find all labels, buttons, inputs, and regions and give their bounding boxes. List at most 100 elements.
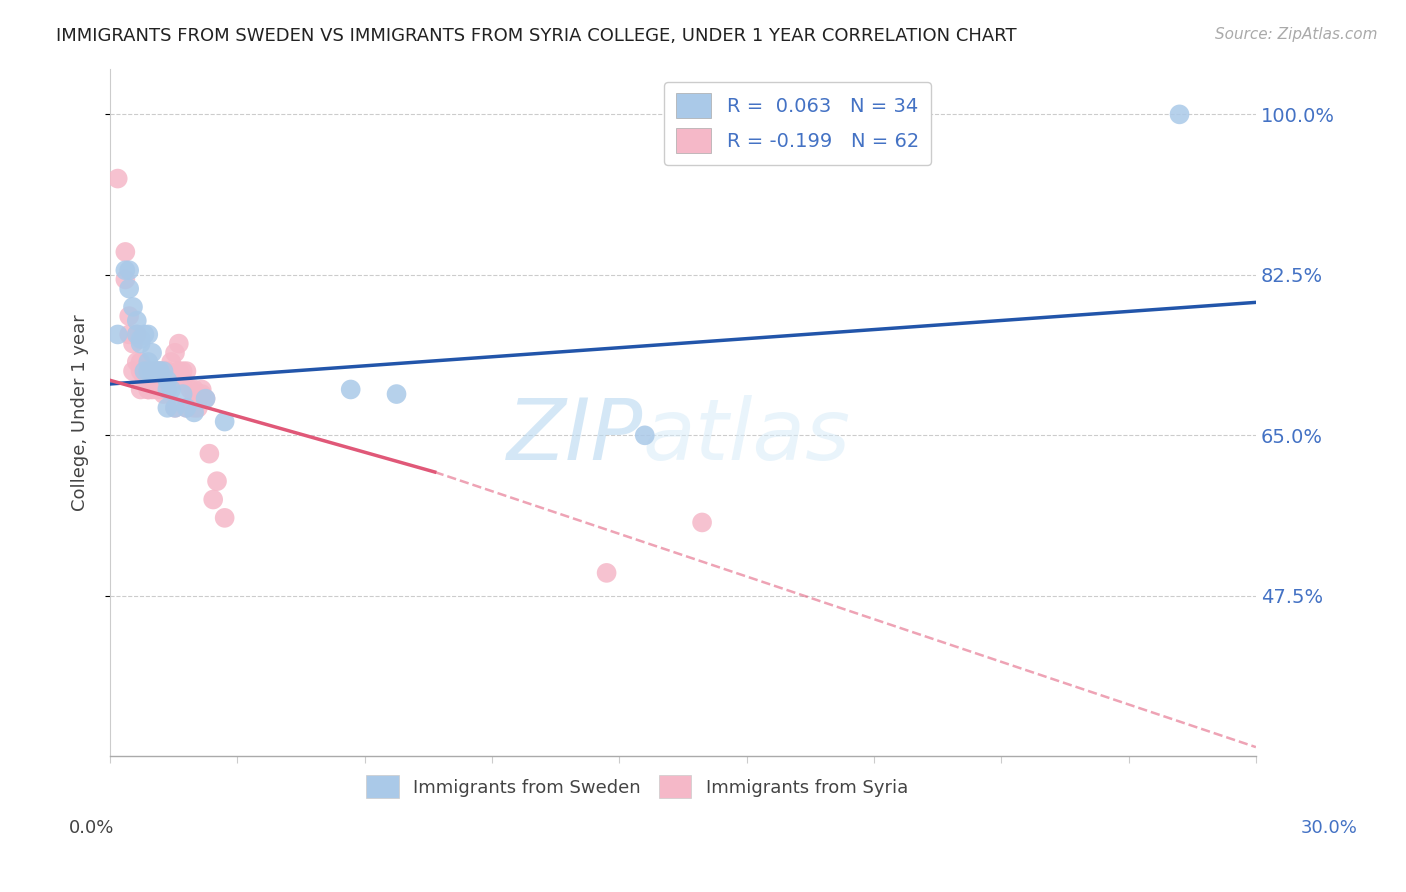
Point [634,428,657,442]
Point [214,415,236,429]
Point [136,383,159,397]
Point [198,447,221,461]
Point [107,171,129,186]
Point [156,401,179,415]
Point [214,511,236,525]
Text: atlas: atlas [643,395,851,478]
Point [118,282,141,296]
Point [145,373,167,387]
Point [179,383,201,397]
Point [134,364,156,378]
Point [156,373,179,387]
Point [145,364,167,378]
Point [107,327,129,342]
Point [172,373,194,387]
Point [149,364,172,378]
Point [136,373,159,387]
Point [156,364,179,378]
Point [194,392,217,406]
Point [156,373,179,387]
Point [125,327,148,342]
Point [190,383,212,397]
Point [125,314,148,328]
Point [136,364,159,378]
Point [202,492,225,507]
Point [149,364,172,378]
Point [190,387,212,401]
Point [141,383,163,397]
Point [145,364,167,378]
Point [136,364,159,378]
Legend: Immigrants from Sweden, Immigrants from Syria: Immigrants from Sweden, Immigrants from … [359,768,915,805]
Text: ZIP: ZIP [506,395,643,478]
Point [118,263,141,277]
Point [149,383,172,397]
Point [129,355,152,369]
Point [690,516,713,530]
Point [183,383,205,397]
Point [129,336,152,351]
Point [134,364,156,378]
Point [167,336,190,351]
Point [152,364,174,378]
Point [595,566,617,580]
Point [141,364,163,378]
Point [145,383,167,397]
Point [183,405,205,419]
Point [187,392,209,406]
Point [114,244,136,259]
Point [163,346,186,360]
Point [172,387,194,401]
Point [149,373,172,387]
Point [152,387,174,401]
Point [156,383,179,397]
Point [141,364,163,378]
Point [160,368,183,383]
Point [129,332,152,346]
Point [118,309,141,323]
Point [118,327,141,342]
Point [122,336,145,351]
Point [122,364,145,378]
Point [176,364,198,378]
Point [385,387,408,401]
Text: 0.0%: 0.0% [69,819,114,837]
Point [134,373,156,387]
Point [141,368,163,383]
Point [114,263,136,277]
Point [183,401,205,415]
Point [152,364,174,378]
Point [125,355,148,369]
Point [125,327,148,342]
Text: Source: ZipAtlas.com: Source: ZipAtlas.com [1215,27,1378,42]
Point [134,327,156,342]
Point [149,364,172,378]
Point [149,368,172,383]
Point [136,383,159,397]
Y-axis label: College, Under 1 year: College, Under 1 year [72,314,89,511]
Text: IMMIGRANTS FROM SWEDEN VS IMMIGRANTS FROM SYRIA COLLEGE, UNDER 1 YEAR CORRELATIO: IMMIGRANTS FROM SWEDEN VS IMMIGRANTS FRO… [56,27,1017,45]
Point [163,401,186,415]
Point [163,401,186,415]
Point [160,383,183,397]
Text: 30.0%: 30.0% [1301,819,1357,837]
Point [183,387,205,401]
Point [167,368,190,383]
Point [156,383,179,397]
Point [141,346,163,360]
Point [129,364,152,378]
Point [152,383,174,397]
Point [136,355,159,369]
Point [176,401,198,415]
Point [1168,107,1191,121]
Point [176,401,198,415]
Point [160,355,183,369]
Point [122,300,145,314]
Point [129,383,152,397]
Point [339,383,361,397]
Point [187,401,209,415]
Point [167,364,190,378]
Point [194,392,217,406]
Point [205,474,228,488]
Point [114,272,136,286]
